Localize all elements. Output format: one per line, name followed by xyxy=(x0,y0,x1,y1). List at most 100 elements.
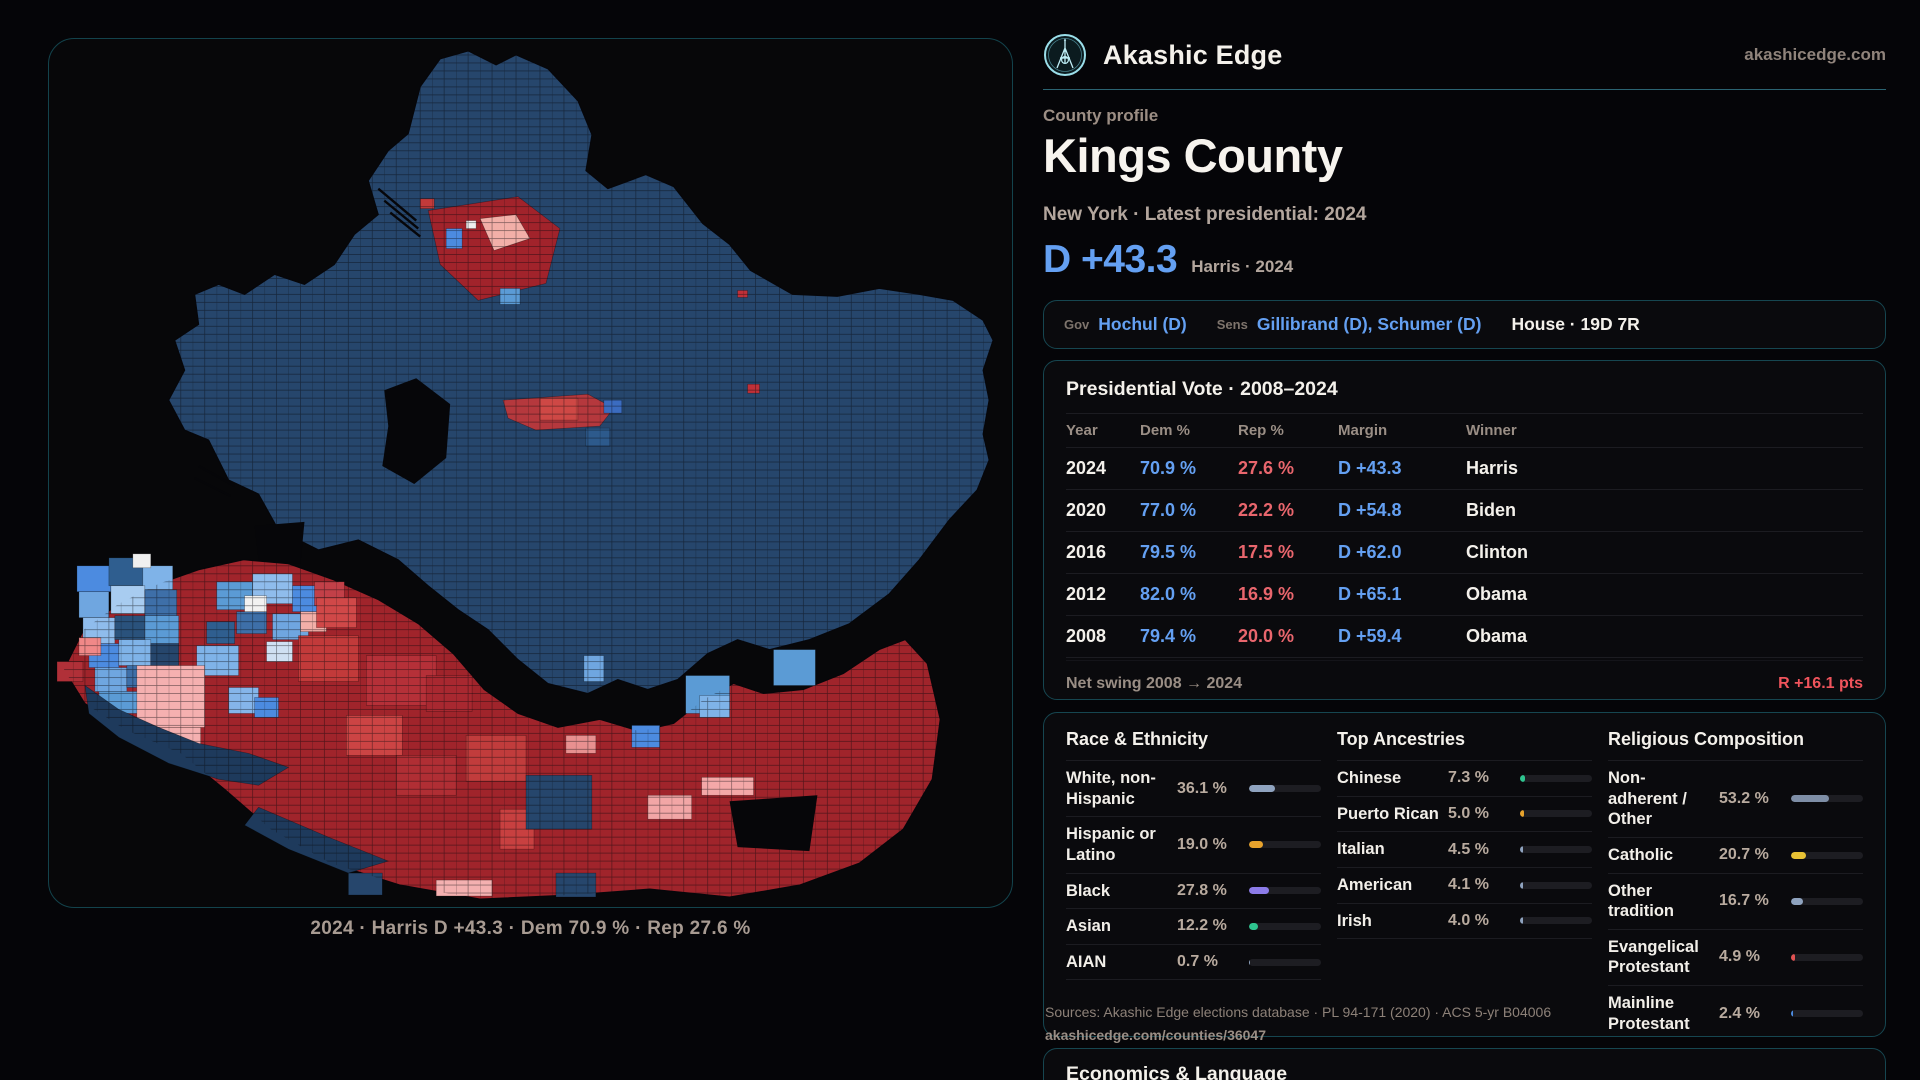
sources-line: Sources: Akashic Edge elections database… xyxy=(1045,1004,1552,1020)
table-column-header: Winner xyxy=(1466,422,1517,439)
stat-value: 20.7 % xyxy=(1719,846,1769,864)
economics-language-card: Economics & Language xyxy=(1043,1048,1886,1080)
stat-row: Asian 12.2 % xyxy=(1066,909,1321,945)
stat-label: Hispanic or Latino xyxy=(1066,825,1156,864)
header-divider xyxy=(1043,89,1886,90)
brand-name: Akashic Edge xyxy=(1103,39,1283,70)
precinct-map-svg xyxy=(56,50,994,900)
top-ancestries-column: Top Ancestries Chinese 7.3 % Puerto Rican 5… xyxy=(1337,729,1592,1036)
stat-row: American 4.1 % xyxy=(1337,868,1592,904)
stat-label: AIAN xyxy=(1066,952,1107,971)
stat-value: 4.9 % xyxy=(1719,948,1760,966)
sources-footer: Sources: Akashic Edge elections database… xyxy=(1045,1004,1665,1043)
stat-bar-fill xyxy=(1249,958,1250,966)
stat-label: Black xyxy=(1066,881,1111,900)
stat-bar-track xyxy=(1791,1010,1863,1018)
state-subtitle: New York · Latest presidential: 2024 xyxy=(1043,204,1367,225)
presidential-vote-row: 2016 79.5 % 17.5 % D +62.0 Clinton xyxy=(1066,532,1863,574)
table-cell-rep: 17.5 % xyxy=(1238,542,1295,562)
race-ethnicity-title: Race & Ethnicity xyxy=(1066,729,1321,761)
stat-bar-track xyxy=(1520,917,1592,925)
stat-label: Other tradition xyxy=(1608,881,1674,921)
stat-value: 4.5 % xyxy=(1448,840,1489,858)
stat-label: Irish xyxy=(1337,911,1372,930)
table-column-header: Year xyxy=(1066,422,1098,439)
table-cell-winner: Obama xyxy=(1466,626,1528,646)
stat-bar-track xyxy=(1791,953,1863,961)
demographics-card: Race & Ethnicity White, non-Hispanic 36.1… xyxy=(1043,712,1886,1037)
stat-label: White, non-Hispanic xyxy=(1066,769,1156,808)
table-cell-margin: D +59.4 xyxy=(1338,626,1402,646)
table-cell-winner: Obama xyxy=(1466,584,1528,604)
stat-bar-track xyxy=(1249,958,1321,966)
stat-value: 53.2 % xyxy=(1719,789,1769,807)
stat-bar-track xyxy=(1249,841,1321,849)
stat-label: Chinese xyxy=(1337,769,1402,787)
stat-bar-fill xyxy=(1520,846,1524,854)
stat-label: Puerto Rican xyxy=(1337,804,1439,823)
county-profile-eyebrow: County profile xyxy=(1043,106,1159,125)
stat-value: 0.7 % xyxy=(1177,953,1218,971)
county-url-link[interactable]: akashicedge.com/counties/36047 xyxy=(1045,1027,1266,1043)
table-cell-rep: 16.9 % xyxy=(1238,584,1295,604)
table-column-header: Dem % xyxy=(1140,422,1191,439)
table-header-row: Year Dem % Rep % Margin Winner xyxy=(1066,414,1863,448)
table-cell-year: 2008 xyxy=(1066,626,1107,646)
app-header: Akashic Edge akashicedge.com xyxy=(1043,30,1886,80)
table-column-header: Margin xyxy=(1338,422,1388,439)
senators-link[interactable]: Gillibrand (D), Schumer (D) xyxy=(1256,314,1482,334)
officials-bar: Gov Hochul (D) Sens Gillibrand (D), Schu… xyxy=(1043,300,1886,349)
page-title: Kings County xyxy=(1043,129,1343,182)
stat-value: 5.0 % xyxy=(1448,804,1489,822)
table-body: 2024 70.9 % 27.6 % D +43.3 Harris 2020 77.0 % 2… xyxy=(1066,448,1863,658)
stat-bar-fill xyxy=(1249,922,1258,930)
stat-row: Puerto Rican 5.0 % xyxy=(1337,797,1592,833)
stat-value: 19.0 % xyxy=(1177,835,1227,853)
akashic-edge-logo-icon[interactable] xyxy=(1043,33,1087,77)
table-cell-margin: D +43.3 xyxy=(1338,458,1402,478)
stat-row: Non-adherent / Other 53.2 % xyxy=(1608,761,1863,838)
house-delegation: House · 19D 7R xyxy=(1511,314,1640,334)
stat-row: Black 27.8 % xyxy=(1066,874,1321,910)
headline-margin-row: D +43.3 Harris · 2024 xyxy=(1043,238,1293,282)
stat-bar-track xyxy=(1791,851,1863,859)
table-cell-margin: D +54.8 xyxy=(1338,500,1402,520)
stat-value: 12.2 % xyxy=(1177,917,1227,935)
stat-bar-fill xyxy=(1520,774,1526,782)
brand-site-link[interactable]: akashicedge.com xyxy=(1744,45,1886,64)
county-precinct-map[interactable] xyxy=(48,38,1013,908)
stat-bar-track xyxy=(1791,795,1863,803)
table-cell-margin: D +65.1 xyxy=(1338,584,1402,604)
stat-value: 2.4 % xyxy=(1719,1004,1760,1022)
stat-row: Catholic 20.7 % xyxy=(1608,838,1863,874)
table-cell-dem: 82.0 % xyxy=(1140,584,1197,604)
religious-composition-column: Religious Composition Non-adherent / Oth… xyxy=(1608,729,1863,1036)
stat-bar-fill xyxy=(1791,1010,1793,1018)
religious-composition-title: Religious Composition xyxy=(1608,729,1863,761)
map-caption: 2024 · Harris D +43.3 · Dem 70.9 % · Rep… xyxy=(310,918,751,939)
stat-label: Catholic xyxy=(1608,845,1674,864)
stat-bar-fill xyxy=(1249,841,1263,849)
table-cell-dem: 79.5 % xyxy=(1140,542,1197,562)
stat-value: 7.3 % xyxy=(1448,769,1489,787)
gov-label: Gov xyxy=(1064,317,1090,332)
table-cell-dem: 79.4 % xyxy=(1140,626,1197,646)
stat-bar-fill xyxy=(1791,953,1795,961)
headline-margin-value: D +43.3 xyxy=(1043,238,1178,281)
table-column-header: Rep % xyxy=(1238,422,1284,439)
stat-row: Other tradition 16.7 % xyxy=(1608,874,1863,930)
stat-bar-fill xyxy=(1791,851,1806,859)
stat-bar-fill xyxy=(1520,881,1523,889)
top-ancestries-title: Top Ancestries xyxy=(1337,729,1592,761)
stat-bar-track xyxy=(1520,810,1592,818)
stat-bar-track xyxy=(1520,846,1592,854)
stat-value: 36.1 % xyxy=(1177,779,1227,797)
stat-row: AIAN 0.7 % xyxy=(1066,945,1321,981)
stat-row: Hispanic or Latino 19.0 % xyxy=(1066,817,1321,874)
stat-row: Italian 4.5 % xyxy=(1337,832,1592,868)
governor-link[interactable]: Hochul (D) xyxy=(1098,314,1187,334)
presidential-vote-row: 2008 79.4 % 20.0 % D +59.4 Obama xyxy=(1066,616,1863,658)
stat-value: 4.1 % xyxy=(1448,876,1489,894)
stat-row: Evangelical Protestant 4.9 % xyxy=(1608,930,1863,986)
net-swing-row: Net swing 2008 → 2024 R +16.1 pts xyxy=(1066,660,1863,706)
